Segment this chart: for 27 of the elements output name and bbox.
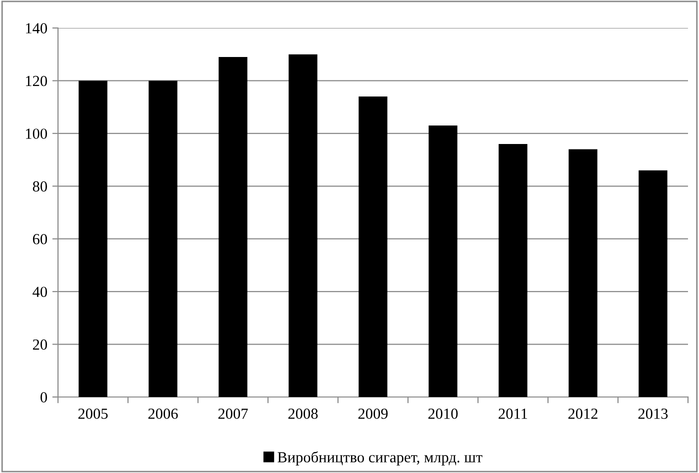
x-tick-label: 2012 bbox=[568, 408, 598, 419]
x-tick-label: 2011 bbox=[498, 408, 528, 419]
y-tick-label: 40 bbox=[32, 286, 47, 298]
bar bbox=[78, 80, 108, 397]
x-tick-label: 2009 bbox=[358, 408, 388, 419]
x-tick-label: 2010 bbox=[428, 408, 458, 419]
y-tick-label: 140 bbox=[26, 23, 47, 34]
y-tick-label: 80 bbox=[32, 181, 47, 192]
x-tick-label: 2007 bbox=[218, 408, 248, 419]
bar bbox=[288, 54, 318, 397]
y-tick-label: 20 bbox=[32, 339, 47, 350]
y-tick-label: 0 bbox=[40, 392, 47, 402]
y-tick-label: 100 bbox=[26, 128, 47, 139]
bar bbox=[638, 170, 668, 397]
bar bbox=[218, 56, 248, 397]
x-tick-label: 2013 bbox=[638, 408, 668, 419]
bar bbox=[358, 96, 388, 397]
x-tick-label: 2006 bbox=[148, 408, 178, 419]
bar bbox=[428, 126, 458, 397]
x-tick-label: 2008 bbox=[288, 408, 318, 419]
x-tick-label: 2005 bbox=[78, 408, 108, 419]
y-tick-label: 120 bbox=[26, 76, 47, 86]
bar bbox=[498, 144, 528, 397]
bar bbox=[568, 149, 598, 397]
y-tick-label: 60 bbox=[32, 234, 47, 244]
legend-label: Виробництво сигарет, млрд. шт bbox=[278, 451, 482, 466]
bar bbox=[148, 80, 178, 397]
